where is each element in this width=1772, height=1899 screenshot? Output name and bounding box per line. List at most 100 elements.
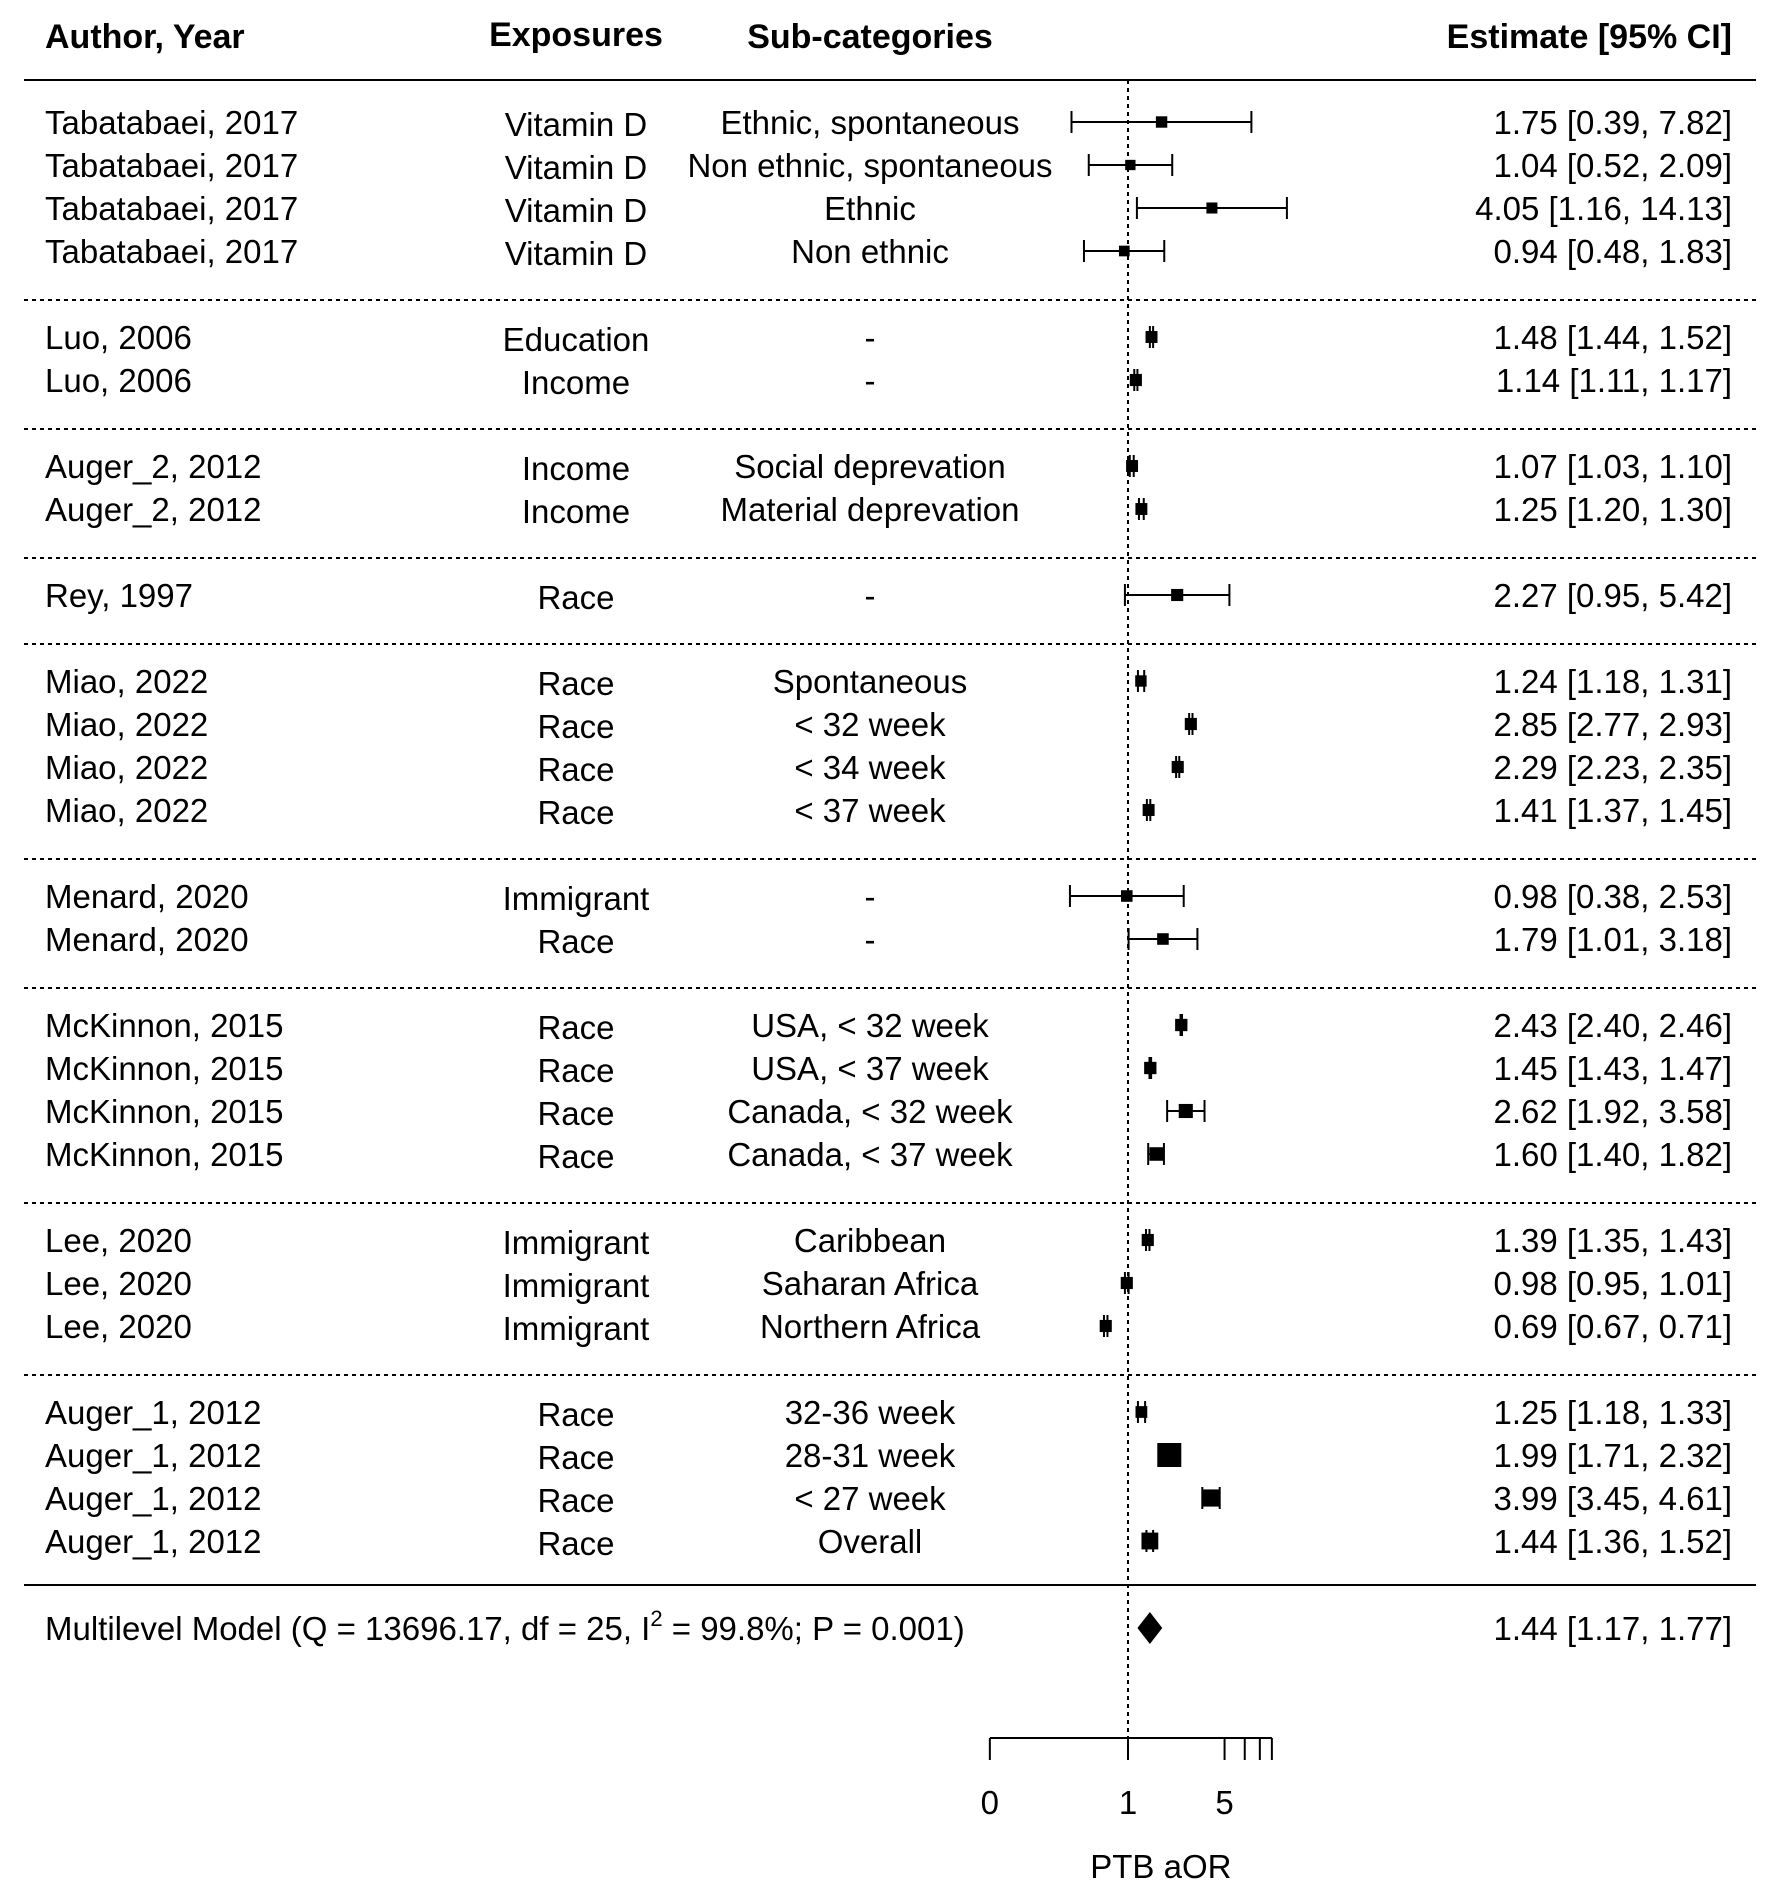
table-row: Miao, 2022 Race < 32 week 2.85 [2.77, 2.93] — [45, 706, 1732, 745]
author-year: Menard, 2020 — [45, 921, 249, 958]
summary-label-prefix: Multilevel Model (Q = 13696.17, df = 25,… — [45, 1610, 650, 1647]
subcategory-label: 32-36 week — [785, 1394, 956, 1431]
subcategory-label: Ethnic — [824, 190, 916, 227]
table-row: Luo, 2006 Income - 1.14 [1.11, 1.17] — [45, 362, 1732, 401]
exposure-label: Race — [537, 751, 614, 788]
table-row: Lee, 2020 Immigrant Caribbean 1.39 [1.35, 1… — [45, 1222, 1732, 1261]
estimate-ci-label: 1.39 [1.35, 1.43] — [1493, 1222, 1732, 1259]
estimate-ci-label: 2.85 [2.77, 2.93] — [1493, 706, 1732, 743]
exposure-label: Income — [522, 364, 630, 401]
estimate-ci-label: 1.44 [1.36, 1.52] — [1493, 1523, 1732, 1560]
point-estimate — [1157, 1443, 1182, 1467]
point-estimate — [1178, 1103, 1193, 1119]
exposure-label: Immigrant — [503, 1267, 650, 1304]
point-estimate — [1141, 1532, 1159, 1550]
author-year: Lee, 2020 — [45, 1308, 192, 1345]
exposure-label: Race — [537, 1138, 614, 1175]
header-estimate: Estimate [95% CI] — [1447, 18, 1732, 56]
table-row: Rey, 1997 Race - 2.27 [0.95, 5.42] — [45, 577, 1732, 616]
author-year: Tabatabaei, 2017 — [45, 104, 298, 141]
study-rows: Tabatabaei, 2017 Vitamin D Ethnic, spontan… — [24, 104, 1756, 1586]
point-estimate — [1171, 588, 1184, 602]
table-row: Menard, 2020 Immigrant - 0.98 [0.38, 2.53] — [45, 878, 1732, 917]
table-row: Auger_1, 2012 Race Overall 1.44 [1.36, 1.52… — [45, 1523, 1732, 1562]
exposure-label: Immigrant — [503, 880, 650, 917]
author-year: McKinnon, 2015 — [45, 1007, 284, 1044]
point-estimate — [1175, 1018, 1188, 1032]
point-estimate — [1155, 116, 1168, 128]
table-row: Tabatabaei, 2017 Vitamin D Non ethnic 0.94 … — [45, 233, 1732, 272]
point-estimate — [1135, 1406, 1148, 1418]
estimate-ci-label: 1.04 [0.52, 2.09] — [1493, 147, 1732, 184]
subcategory-label: Non ethnic — [791, 233, 949, 270]
author-year: Auger_1, 2012 — [45, 1394, 262, 1431]
author-year: Luo, 2006 — [45, 362, 192, 399]
exposure-label: Race — [537, 1052, 614, 1089]
author-year: McKinnon, 2015 — [45, 1093, 284, 1130]
subcategory-label: - — [865, 577, 876, 614]
x-axis: 0 1 5 PTB aOR — [981, 1737, 1273, 1885]
author-year: Luo, 2006 — [45, 319, 192, 356]
header-exposures: Exposures — [489, 16, 663, 54]
subcategory-label: < 34 week — [794, 749, 946, 786]
subcategory-label: Material deprevation — [721, 491, 1020, 528]
table-row: McKinnon, 2015 Race USA, < 32 week 2.43 [2.… — [45, 1007, 1732, 1046]
summary-diamond — [1137, 1612, 1163, 1644]
point-estimate — [1129, 373, 1142, 387]
subcategory-label: Non ethnic, spontaneous — [687, 147, 1052, 184]
author-year: McKinnon, 2015 — [45, 1136, 284, 1173]
author-year: Miao, 2022 — [45, 749, 208, 786]
author-year: Auger_2, 2012 — [45, 448, 262, 485]
estimate-ci-label: 1.75 [0.39, 7.82] — [1493, 104, 1732, 141]
point-estimate — [1202, 1489, 1220, 1507]
x-tick-label: 1 — [1119, 1784, 1137, 1821]
table-row: Menard, 2020 Race - 1.79 [1.01, 3.18] — [45, 921, 1732, 960]
exposure-label: Education — [503, 321, 650, 358]
summary-row: Multilevel Model (Q = 13696.17, df = 25,… — [45, 1606, 1732, 1647]
table-row: Miao, 2022 Race Spontaneous 1.24 [1.18, 1.3… — [45, 663, 1732, 702]
subcategory-label: Saharan Africa — [762, 1265, 979, 1302]
subcategory-label: Ethnic, spontaneous — [720, 104, 1019, 141]
header-row: Author, Year Exposures Sub-categories Es… — [45, 16, 1732, 56]
subcategory-label: - — [865, 319, 876, 356]
author-year: Lee, 2020 — [45, 1222, 192, 1259]
table-row: Lee, 2020 Immigrant Northern Africa 0.69 [0… — [45, 1308, 1732, 1347]
table-row: Miao, 2022 Race < 34 week 2.29 [2.23, 2.35] — [45, 749, 1732, 788]
point-estimate — [1099, 1319, 1112, 1333]
subcategory-label: Canada, < 37 week — [727, 1136, 1013, 1173]
table-row: Auger_1, 2012 Race 28-31 week 1.99 [1.71, 2… — [45, 1437, 1732, 1476]
x-axis-label: PTB aOR — [1090, 1848, 1231, 1885]
estimate-ci-label: 0.69 [0.67, 0.71] — [1493, 1308, 1732, 1345]
table-row: Miao, 2022 Race < 37 week 1.41 [1.37, 1.45] — [45, 792, 1732, 831]
author-year: Tabatabaei, 2017 — [45, 233, 298, 270]
exposure-label: Vitamin D — [505, 192, 647, 229]
point-estimate — [1120, 1276, 1133, 1290]
author-year: Tabatabaei, 2017 — [45, 190, 298, 227]
estimate-ci-label: 2.43 [2.40, 2.46] — [1493, 1007, 1732, 1044]
subcategory-label: < 37 week — [794, 792, 946, 829]
estimate-ci-label: 0.98 [0.38, 2.53] — [1493, 878, 1732, 915]
estimate-ci-label: 0.98 [0.95, 1.01] — [1493, 1265, 1732, 1302]
point-estimate — [1149, 1147, 1163, 1161]
table-row: Luo, 2006 Education - 1.48 [1.44, 1.52] — [45, 319, 1732, 358]
estimate-ci-label: 1.25 [1.18, 1.33] — [1493, 1394, 1732, 1431]
subcategory-label: Northern Africa — [760, 1308, 981, 1345]
estimate-ci-label: 3.99 [3.45, 4.61] — [1493, 1480, 1732, 1517]
author-year: Rey, 1997 — [45, 577, 193, 614]
table-row: Lee, 2020 Immigrant Saharan Africa 0.98 [0.… — [45, 1265, 1732, 1304]
exposure-label: Race — [537, 1009, 614, 1046]
estimate-ci-label: 1.25 [1.20, 1.30] — [1493, 491, 1732, 528]
author-year: Lee, 2020 — [45, 1265, 192, 1302]
author-year: McKinnon, 2015 — [45, 1050, 284, 1087]
subcategory-label: - — [865, 878, 876, 915]
estimate-ci-label: 1.41 [1.37, 1.45] — [1493, 792, 1732, 829]
estimate-ci-label: 1.24 [1.18, 1.31] — [1493, 663, 1732, 700]
exposure-label: Vitamin D — [505, 149, 647, 186]
table-row: McKinnon, 2015 Race Canada, < 37 week 1.60 … — [45, 1136, 1732, 1175]
author-year: Auger_1, 2012 — [45, 1480, 262, 1517]
estimate-ci-label: 1.45 [1.43, 1.47] — [1493, 1050, 1732, 1087]
point-estimate — [1125, 159, 1136, 171]
table-row: Tabatabaei, 2017 Vitamin D Ethnic 4.05 [1.1… — [45, 190, 1732, 229]
point-estimate — [1171, 760, 1184, 774]
